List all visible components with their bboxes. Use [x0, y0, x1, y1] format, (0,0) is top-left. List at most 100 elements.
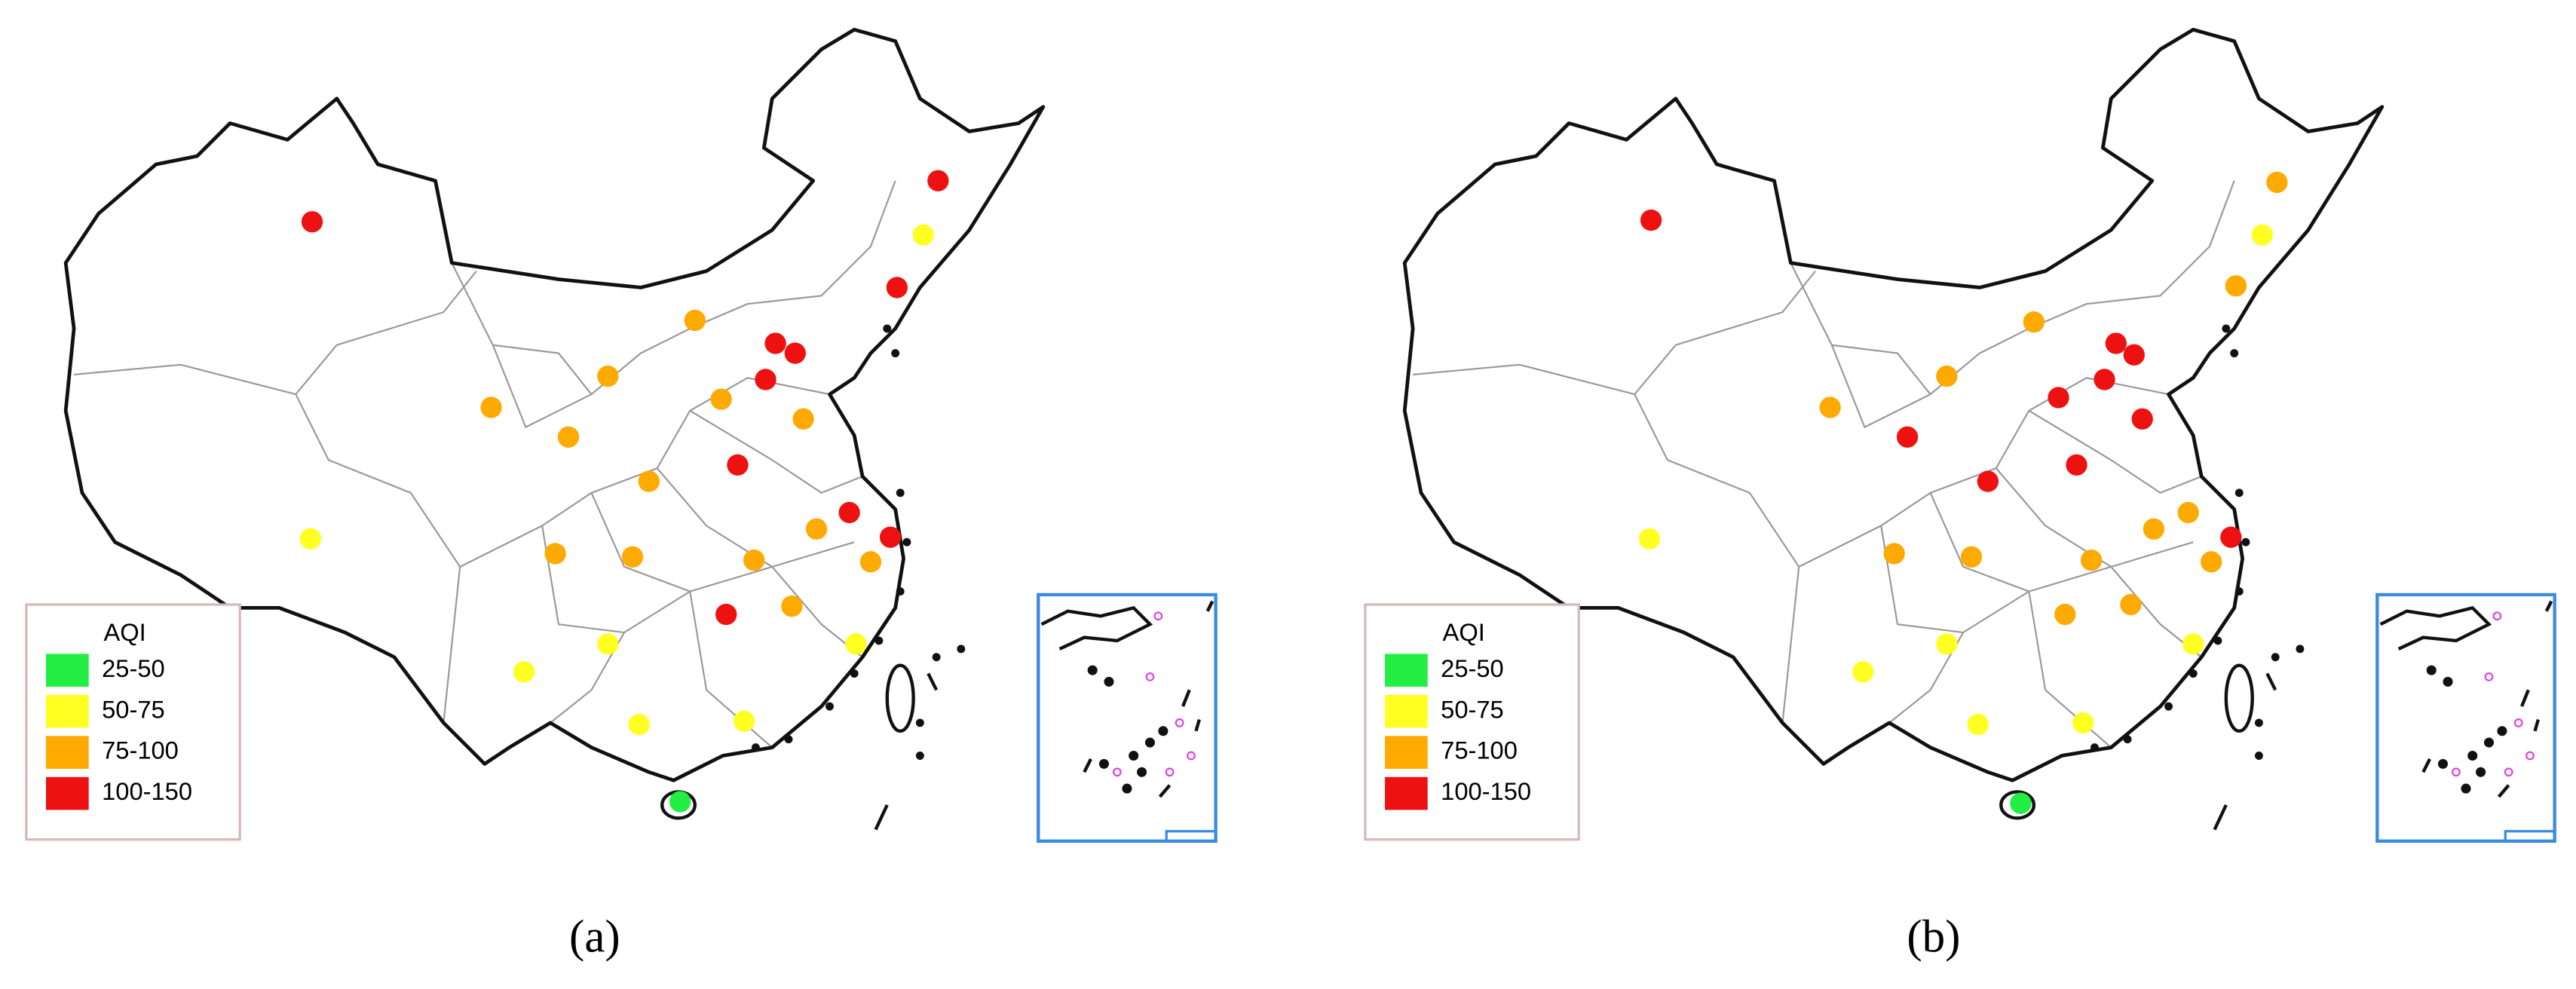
coast-island — [2213, 636, 2222, 645]
city-dot — [1936, 365, 1958, 387]
city-dot — [2023, 311, 2045, 333]
coast-island — [896, 587, 905, 596]
coast-island — [883, 324, 892, 333]
coast-island — [932, 653, 941, 662]
dash-line — [874, 804, 889, 831]
province-border — [1830, 344, 1931, 429]
inset-reef — [1153, 611, 1163, 621]
province-border — [1413, 270, 1816, 396]
city-dot — [684, 309, 706, 332]
coast-island — [874, 636, 884, 645]
inset-island — [2467, 750, 2478, 761]
coast-island — [751, 743, 760, 752]
city-dot — [2120, 593, 2142, 616]
legend-swatch — [1385, 776, 1428, 810]
coast-island — [2234, 488, 2244, 498]
inset-dash — [2497, 784, 2510, 798]
city-dot — [886, 277, 908, 299]
province-border — [590, 492, 773, 749]
city-dot — [301, 211, 323, 233]
inset-reef — [2492, 611, 2502, 621]
inset-dash — [1158, 784, 1172, 798]
inset-reef — [2504, 767, 2513, 777]
coast-island — [2254, 752, 2263, 760]
city-dot — [480, 397, 502, 418]
city-dot — [2143, 518, 2165, 540]
coast-island — [2234, 587, 2244, 596]
city-dot — [2201, 551, 2222, 573]
inset-reef — [1187, 751, 1196, 761]
city-dot — [1936, 633, 1958, 655]
inset-island — [2461, 783, 2471, 794]
city-dot — [597, 633, 619, 655]
city-dot — [2080, 550, 2103, 571]
coast-island — [784, 735, 793, 744]
city-dot — [845, 633, 867, 655]
city-dot — [727, 454, 749, 476]
coast-island — [2091, 743, 2099, 752]
province-border — [541, 525, 855, 634]
city-dot — [715, 603, 737, 626]
city-dot — [1883, 543, 1905, 565]
coast-island — [2271, 653, 2280, 662]
dash-line — [2265, 672, 2277, 691]
city-dot — [2105, 332, 2127, 354]
city-dot — [628, 713, 650, 736]
legend-label: 75-100 — [1441, 736, 1518, 764]
city-dot — [805, 518, 828, 540]
inset-reef — [1165, 767, 1175, 777]
inset-dash — [2544, 600, 2553, 612]
city-dot — [743, 550, 765, 571]
province-border — [2028, 409, 2202, 494]
legend-swatch — [1385, 736, 1428, 769]
city-dot — [1967, 713, 1989, 736]
legend-label: 50-75 — [102, 695, 165, 723]
legend-swatch — [46, 736, 89, 769]
legend-swatch — [46, 694, 89, 728]
inset-coast — [1040, 605, 1153, 651]
province-border — [656, 467, 863, 658]
coast-island — [2230, 349, 2239, 358]
caption: (b) — [1907, 912, 1960, 963]
city-dot — [2123, 344, 2145, 366]
inset-reef — [2484, 672, 2494, 681]
inset-scale — [2504, 830, 2556, 843]
city-dot — [1896, 426, 1919, 448]
legend-label: 75-100 — [102, 736, 179, 764]
inset-island — [1144, 737, 1155, 748]
city-dot — [792, 408, 814, 430]
city-dot — [1819, 397, 1841, 418]
city-dot — [2251, 224, 2273, 246]
inset-island — [1129, 750, 1139, 761]
legend-label: 100-150 — [1441, 777, 1531, 805]
city-dot — [879, 526, 902, 548]
inset-island — [1158, 726, 1169, 736]
inset-dash — [2520, 689, 2530, 707]
coast-island — [915, 718, 924, 727]
city-dot — [927, 170, 949, 191]
city-dot — [2048, 387, 2069, 409]
inset-dash — [1205, 600, 1214, 612]
coast-island — [825, 702, 834, 711]
coast-island — [915, 752, 924, 760]
city-dot — [859, 551, 882, 573]
inset-scale — [1165, 830, 1218, 843]
city-dot — [1960, 546, 1983, 568]
inset-dash — [1194, 718, 1201, 732]
island — [2224, 663, 2254, 733]
city-dot — [781, 596, 803, 617]
coast-island — [957, 645, 966, 654]
province-border — [1880, 525, 2194, 634]
inset-reef — [1175, 718, 1184, 727]
inset-island — [2437, 758, 2449, 769]
inset-dash — [1083, 758, 1092, 773]
inset-island — [1122, 783, 1132, 794]
province-border — [1929, 492, 2112, 749]
coast-island — [2296, 645, 2305, 654]
legend-swatch — [1385, 694, 1428, 728]
city-dot — [912, 224, 934, 246]
city-dot — [734, 710, 755, 732]
coast-island — [891, 349, 900, 358]
